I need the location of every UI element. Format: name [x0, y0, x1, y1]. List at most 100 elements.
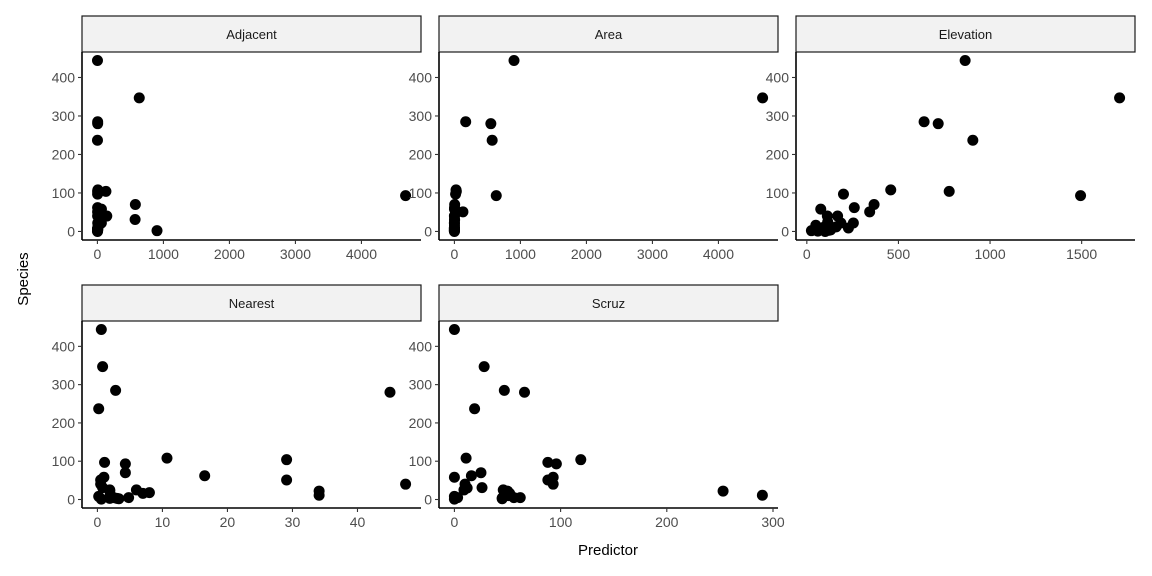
x-tick-label: 0 [451, 514, 459, 530]
data-point [469, 403, 481, 415]
y-tick-label: 400 [409, 69, 433, 85]
x-tick-label: 4000 [346, 246, 377, 262]
y-tick-label: 200 [766, 146, 790, 162]
data-point [475, 467, 487, 479]
y-tick-label: 200 [52, 415, 76, 431]
data-point [91, 55, 103, 67]
data-point [496, 492, 508, 504]
data-point [92, 224, 104, 236]
strip-label: Elevation [939, 27, 992, 42]
data-point [476, 482, 488, 494]
x-tick-label: 100 [549, 514, 573, 530]
x-tick-label: 0 [451, 246, 459, 262]
data-point [486, 134, 498, 146]
x-tick-label: 1500 [1066, 246, 1097, 262]
data-point [400, 190, 412, 202]
y-tick-label: 0 [781, 223, 789, 239]
x-axis-title: Predictor [578, 542, 638, 559]
data-point [111, 492, 123, 504]
data-point [91, 134, 103, 146]
x-tick-label: 0 [94, 514, 102, 530]
data-point [95, 324, 107, 335]
data-point [848, 202, 860, 214]
data-point [92, 118, 104, 130]
data-point [465, 470, 477, 482]
y-tick-label: 400 [52, 69, 76, 85]
data-point [490, 190, 502, 202]
y-tick-label: 100 [52, 453, 76, 469]
strip-scruz [438, 284, 779, 322]
data-point [1114, 92, 1126, 104]
x-tick-label: 200 [655, 514, 679, 530]
data-point [313, 489, 325, 501]
y-tick-label: 300 [52, 377, 76, 393]
x-tick-label: 10 [155, 514, 171, 530]
data-point [137, 487, 149, 499]
y-tick-label: 300 [766, 108, 790, 124]
data-point [199, 470, 211, 482]
strip-nearest [81, 284, 422, 322]
data-point [384, 386, 396, 398]
x-tick-label: 20 [220, 514, 236, 530]
data-point [460, 452, 472, 464]
data-point [448, 324, 460, 335]
data-point [449, 199, 461, 211]
y-tick-label: 400 [766, 69, 790, 85]
strip-label: Nearest [229, 296, 275, 311]
data-point [943, 185, 955, 197]
data-point [815, 203, 827, 215]
data-point [450, 188, 462, 200]
data-point [119, 467, 131, 479]
data-point [478, 361, 490, 373]
data-point [400, 478, 412, 490]
y-tick-label: 0 [424, 492, 432, 508]
data-point [819, 225, 831, 237]
data-point [448, 225, 460, 237]
data-point [93, 403, 105, 415]
data-point [864, 206, 876, 218]
data-point [129, 214, 141, 226]
data-point [550, 458, 562, 470]
data-point [575, 454, 587, 466]
data-point [161, 452, 173, 464]
data-point [97, 361, 109, 373]
data-point [485, 118, 497, 130]
y-tick-label: 300 [409, 108, 433, 124]
x-tick-label: 0 [803, 246, 811, 262]
data-point [959, 55, 971, 67]
data-point [967, 134, 979, 146]
data-point [457, 206, 469, 218]
data-point [717, 485, 729, 497]
y-tick-label: 400 [409, 338, 433, 354]
data-point [756, 489, 768, 501]
x-tick-label: 1000 [974, 246, 1005, 262]
x-tick-label: 30 [285, 514, 301, 530]
data-point [281, 454, 293, 466]
x-tick-label: 1000 [148, 246, 179, 262]
data-point [151, 225, 163, 237]
strip-label: Scruz [592, 296, 625, 311]
y-tick-label: 0 [67, 223, 75, 239]
data-point [918, 116, 930, 128]
x-tick-label: 300 [761, 514, 785, 530]
data-point [449, 214, 461, 226]
y-tick-label: 400 [52, 338, 76, 354]
y-tick-label: 100 [52, 185, 76, 201]
strip-elevation [795, 15, 1136, 53]
x-tick-label: 4000 [703, 246, 734, 262]
data-point [498, 384, 510, 396]
data-point [885, 184, 897, 196]
data-point [133, 92, 145, 104]
data-point [757, 92, 769, 104]
data-point [547, 478, 559, 490]
data-point [842, 222, 854, 234]
x-tick-label: 1000 [505, 246, 536, 262]
data-point [830, 221, 842, 233]
y-tick-label: 200 [409, 415, 433, 431]
strip-label: Adjacent [226, 27, 277, 42]
data-point [448, 471, 460, 483]
